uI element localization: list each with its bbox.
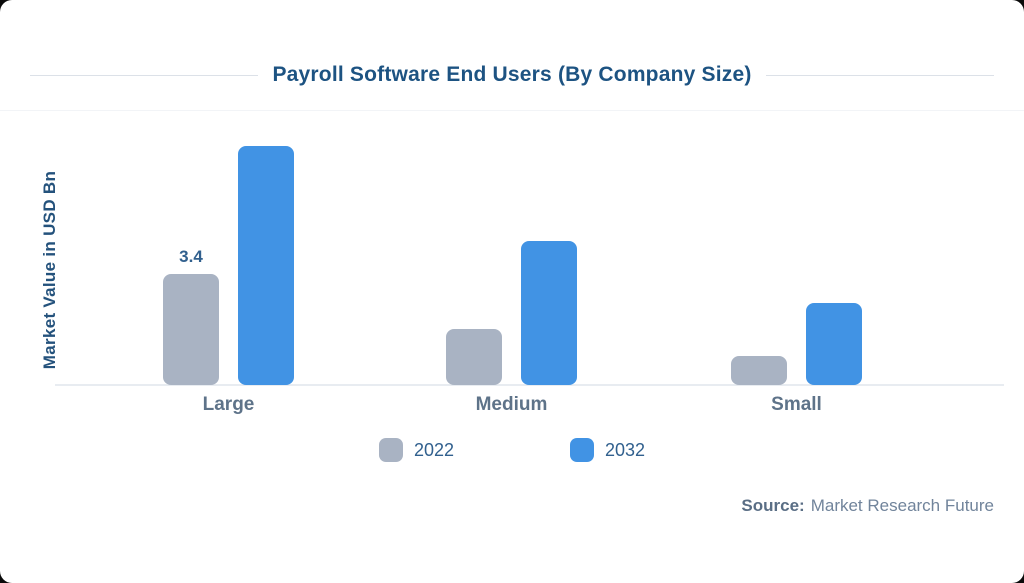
x-axis-baseline [55,384,1004,386]
bar-group-large: 3.4 [163,146,294,385]
title-rule-left [30,74,259,76]
top-gridline [0,110,1024,111]
source-label: Source: [741,496,805,515]
legend-item-2032: 2032 [570,438,645,462]
category-label-medium: Medium [475,394,548,415]
source-value: Market Research Future [810,496,994,515]
bar-group-medium [446,241,577,385]
legend-swatch-2022 [378,438,403,462]
category-label-small: Small [771,394,822,415]
legend-swatch-2032 [570,438,594,462]
bar-group-small [731,303,862,385]
source-line: Source: Market Research Future [741,496,994,516]
title-rule-right [765,74,995,76]
legend: 2022 2032 [0,438,1024,462]
legend-item-2022: 2022 [378,438,454,462]
bar-value-label: 3.4 [179,247,203,266]
bar-medium-2022 [446,329,502,385]
title-row: Payroll Software End Users (By Company S… [30,63,995,87]
bar-large-2032 [238,146,294,385]
category-label-large: Large [202,394,255,415]
chart-title: Payroll Software End Users (By Company S… [272,63,752,86]
bar-small-2032 [806,303,862,385]
plot-area: 3.4 [0,130,1024,386]
legend-label-2022: 2022 [413,439,454,460]
bar-large-2022: 3.4 [163,247,219,385]
bar-medium-2032 [521,241,577,385]
legend-label-2032: 2032 [605,439,646,460]
bar-small-2022 [731,356,787,385]
